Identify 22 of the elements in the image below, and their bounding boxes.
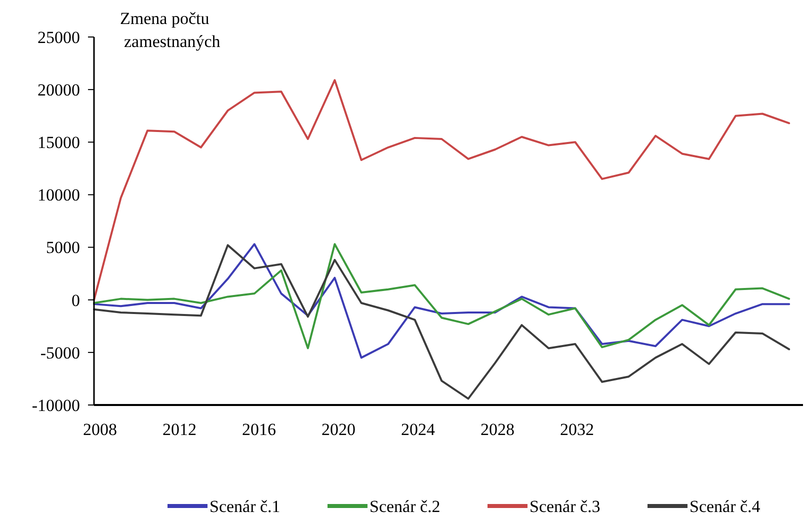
x-tick-label: 2024 xyxy=(400,420,436,439)
x-tick-label: 2012 xyxy=(162,420,196,439)
x-tick-label: 2032 xyxy=(560,420,594,439)
legend-label: Scenár č.2 xyxy=(370,496,440,516)
y-tick-label: 20000 xyxy=(38,80,80,100)
line-series xyxy=(93,79,790,301)
line-series xyxy=(93,244,790,400)
y-tick-label: 5000 xyxy=(46,238,80,258)
legend-label: Scenár č.4 xyxy=(690,496,761,516)
legend-label: Scenár č.3 xyxy=(530,496,600,516)
y-tick-label: 15000 xyxy=(38,133,80,152)
y-tick-label: 10000 xyxy=(38,186,80,205)
y-axis-title: Zmena počtu zamestnaných xyxy=(120,9,221,51)
x-tick-label: 2020 xyxy=(321,420,356,439)
legend-label: Scenár č.1 xyxy=(210,496,280,516)
y-tick-label: -10000 xyxy=(32,396,80,415)
x-tick-label: 2028 xyxy=(480,420,514,439)
y-tick-label: 25000 xyxy=(38,28,80,47)
y-tick-label: -5000 xyxy=(40,343,80,362)
x-tick-label: 2016 xyxy=(242,420,276,439)
y-tick-label: 0 xyxy=(72,290,80,310)
x-tick-label: 2008 xyxy=(82,420,117,439)
